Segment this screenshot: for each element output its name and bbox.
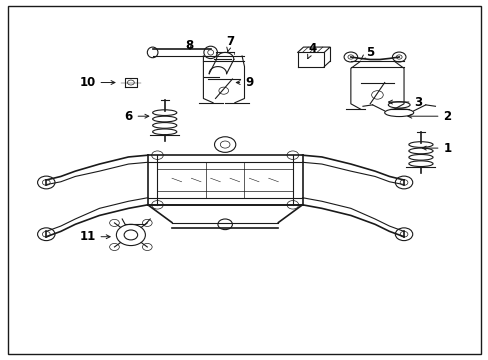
Text: 7: 7 — [225, 35, 234, 51]
Text: 11: 11 — [79, 230, 110, 243]
Text: 3: 3 — [388, 95, 422, 108]
Text: 5: 5 — [360, 46, 373, 59]
Text: 8: 8 — [184, 39, 193, 52]
Text: 6: 6 — [124, 110, 148, 123]
Text: 4: 4 — [307, 42, 316, 59]
Text: 2: 2 — [407, 110, 451, 123]
Text: 9: 9 — [236, 76, 253, 89]
Text: 1: 1 — [422, 141, 451, 154]
Text: 10: 10 — [79, 76, 115, 89]
